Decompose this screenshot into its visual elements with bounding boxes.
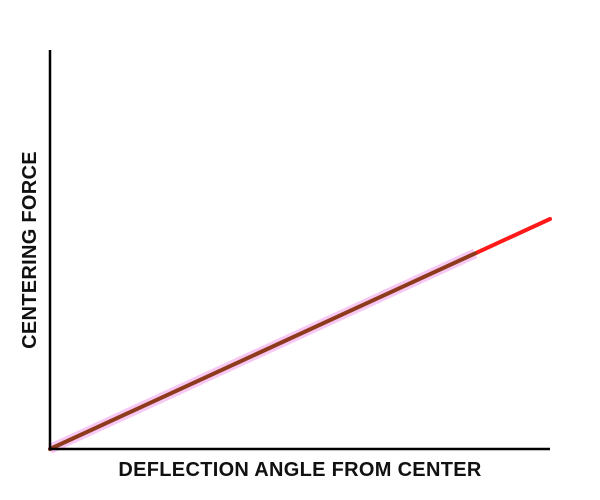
series-1-line — [48, 251, 477, 451]
x-axis-label: DEFLECTION ANGLE FROM CENTER — [118, 459, 481, 481]
y-axis-label: CENTERING FORCE — [19, 151, 41, 349]
